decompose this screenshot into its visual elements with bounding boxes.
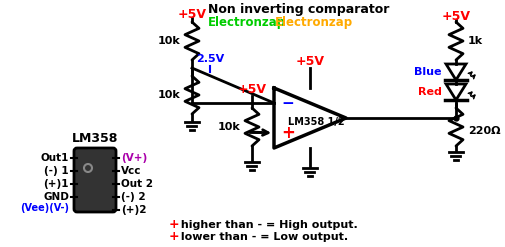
Text: Out1: Out1 bbox=[40, 153, 69, 163]
Text: Electronzap: Electronzap bbox=[208, 16, 285, 29]
Text: LM358 1/2: LM358 1/2 bbox=[287, 117, 344, 127]
Text: Vcc: Vcc bbox=[121, 166, 141, 176]
Text: higher than - = High output.: higher than - = High output. bbox=[177, 220, 357, 230]
Text: −: − bbox=[280, 96, 293, 110]
Text: +5V: +5V bbox=[295, 55, 324, 68]
Text: (+)2: (+)2 bbox=[121, 205, 146, 215]
Text: +5V: +5V bbox=[237, 83, 266, 96]
Text: lower than - = Low output.: lower than - = Low output. bbox=[177, 232, 347, 242]
Text: GND: GND bbox=[43, 192, 69, 202]
Text: (Vee)(V-): (Vee)(V-) bbox=[20, 203, 69, 213]
Text: +: + bbox=[169, 219, 179, 231]
Text: (+)1: (+)1 bbox=[43, 179, 69, 189]
Text: Blue: Blue bbox=[414, 67, 441, 77]
Text: 1k: 1k bbox=[467, 36, 482, 46]
Text: 10k: 10k bbox=[157, 90, 180, 100]
Text: +5V: +5V bbox=[441, 10, 470, 23]
Text: Red: Red bbox=[417, 87, 441, 97]
Text: Out 2: Out 2 bbox=[121, 179, 153, 189]
Text: (-) 1: (-) 1 bbox=[44, 166, 69, 176]
Text: 10k: 10k bbox=[217, 122, 239, 132]
Text: 220Ω: 220Ω bbox=[467, 126, 499, 136]
Text: 2.5V: 2.5V bbox=[195, 54, 224, 64]
Text: LM358: LM358 bbox=[72, 132, 118, 145]
Text: Electronzap: Electronzap bbox=[274, 16, 352, 29]
Text: +5V: +5V bbox=[177, 8, 206, 21]
Text: +: + bbox=[280, 124, 294, 142]
Text: (-) 2: (-) 2 bbox=[121, 192, 145, 202]
FancyBboxPatch shape bbox=[74, 148, 116, 212]
Text: +: + bbox=[169, 230, 179, 244]
Text: Non inverting comparator: Non inverting comparator bbox=[208, 3, 389, 16]
Text: (V+): (V+) bbox=[121, 153, 147, 163]
Text: 10k: 10k bbox=[157, 36, 180, 46]
